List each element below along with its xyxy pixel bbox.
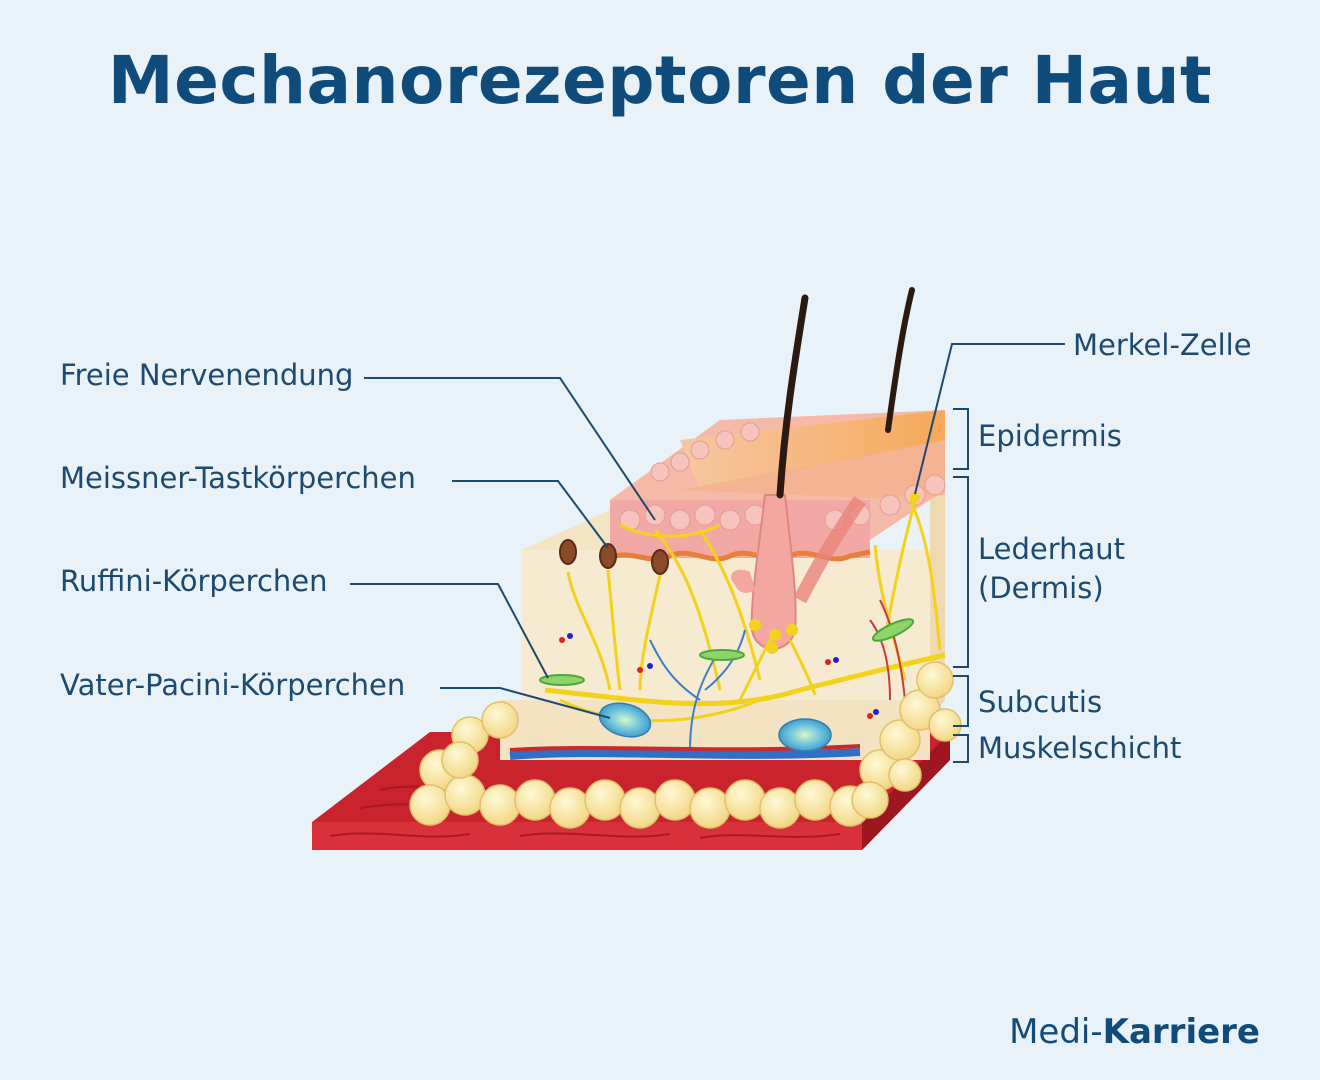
brand-logo: Medi-Karriere <box>1009 1012 1260 1052</box>
label-subcutis: Subcutis <box>978 685 1103 719</box>
epidermis-layer <box>608 410 946 562</box>
brand-part-medi: Medi- <box>1009 1012 1103 1052</box>
pacini-corpuscles <box>598 702 832 752</box>
label-epidermis: Epidermis <box>978 419 1122 453</box>
hair-follicle <box>730 287 915 650</box>
leader-lines <box>350 343 1065 719</box>
page-title: Mechanorezeptoren der Haut <box>107 42 1213 119</box>
layer-brackets <box>953 408 969 763</box>
label-lederhaut: Lederhaut <box>978 532 1126 566</box>
ruffini-corpuscles <box>539 618 915 686</box>
label-merkel-zelle: Merkel-Zelle <box>1073 328 1252 362</box>
subcutis-fat <box>409 661 962 829</box>
label-ruffini-koerperchen: Ruffini-Körperchen <box>60 564 328 598</box>
label-vater-pacini-koerperchen: Vater-Pacini-Körperchen <box>60 668 406 702</box>
label-dermis: (Dermis) <box>978 571 1104 605</box>
merkel-cell <box>749 492 920 654</box>
label-muskelschicht: Muskelschicht <box>978 731 1182 765</box>
label-meissner-tastkoerperchen: Meissner-Tastkörperchen <box>60 461 416 495</box>
meissner-corpuscles <box>559 539 669 575</box>
label-freie-nervenendung: Freie Nervenendung <box>60 358 354 392</box>
brand-part-karriere: Karriere <box>1102 1012 1260 1052</box>
cell-dots <box>559 633 879 719</box>
